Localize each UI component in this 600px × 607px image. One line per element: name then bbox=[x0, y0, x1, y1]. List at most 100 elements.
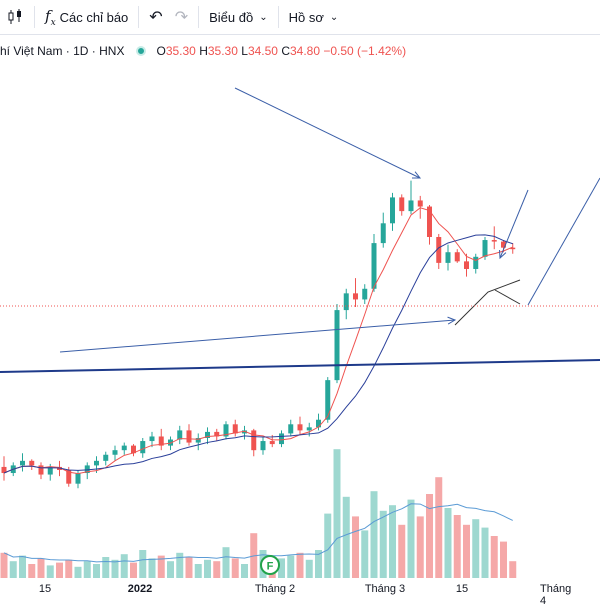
indicators-button[interactable]: fx Các chỉ báo bbox=[39, 0, 134, 34]
chart-type-button[interactable] bbox=[0, 0, 30, 34]
x-tick-label: Tháng 2 bbox=[254, 583, 296, 595]
volume-bar bbox=[398, 524, 406, 578]
candle-body bbox=[334, 310, 340, 381]
volume-bar bbox=[102, 557, 110, 578]
candle-body bbox=[353, 293, 358, 300]
event-marker[interactable]: F bbox=[260, 555, 280, 575]
redo-icon: ↷ bbox=[174, 9, 189, 26]
candle-body bbox=[84, 465, 90, 474]
toolbar-divider bbox=[34, 6, 35, 28]
volume-bar bbox=[342, 496, 350, 578]
volume-bar bbox=[453, 515, 461, 578]
volume-bar bbox=[93, 564, 100, 578]
arrow-head bbox=[411, 171, 422, 179]
x-tick-label: Tháng 4 bbox=[540, 583, 572, 607]
indicators-label: Các chỉ báo bbox=[59, 9, 129, 25]
candle-body bbox=[103, 454, 109, 461]
volume-bar bbox=[296, 552, 304, 578]
volume-bar bbox=[28, 564, 36, 578]
candle-body bbox=[20, 460, 25, 466]
x-tick-label: 15 bbox=[38, 583, 52, 595]
candle-body bbox=[473, 256, 479, 269]
candle-body bbox=[177, 430, 183, 440]
candle-body bbox=[371, 243, 377, 289]
time-axis[interactable]: 15 2022 Tháng 2 Tháng 3 15 Tháng 4 bbox=[0, 578, 600, 607]
chevron-down-icon: ⌄ bbox=[329, 11, 339, 23]
change-value: −0.50 (−1.42%) bbox=[323, 44, 407, 58]
candle-body bbox=[149, 436, 155, 442]
candle-body bbox=[482, 240, 488, 257]
candle-body bbox=[251, 430, 257, 451]
trend-arrow bbox=[59, 319, 456, 353]
symbol-title[interactable]: hí Việt Nam · 1D · HNX bbox=[0, 44, 125, 58]
volume-bar bbox=[213, 561, 221, 578]
redo-button[interactable]: ↷ bbox=[169, 0, 194, 34]
candle-body bbox=[66, 469, 72, 484]
volume-bar bbox=[426, 494, 433, 578]
candle-body bbox=[464, 261, 469, 269]
volume-bar bbox=[278, 558, 285, 578]
candles bbox=[1, 180, 516, 489]
undo-button[interactable]: ↶ bbox=[143, 0, 168, 34]
moving-averages bbox=[3, 207, 513, 475]
low-value: 34.50 bbox=[247, 44, 278, 58]
chevron-down-icon: ⌄ bbox=[259, 11, 268, 23]
volume-bar bbox=[500, 541, 507, 578]
candle-body bbox=[501, 241, 506, 248]
layout-label: Biểu đồ bbox=[209, 9, 254, 25]
candle-body bbox=[510, 247, 516, 250]
candle-body bbox=[158, 436, 164, 446]
close-key: C bbox=[281, 44, 290, 58]
candle-body bbox=[306, 427, 312, 431]
candle-body bbox=[260, 441, 266, 451]
volume-bar bbox=[379, 510, 387, 578]
x-tick-label: Tháng 3 bbox=[364, 583, 406, 595]
toolbar-divider bbox=[277, 6, 279, 28]
open-value: 35.30 bbox=[165, 44, 196, 58]
candle-body bbox=[279, 433, 284, 445]
trend-arrow bbox=[499, 189, 529, 259]
candle-body bbox=[186, 430, 192, 443]
ma-slow-line bbox=[3, 234, 513, 474]
volume-ma bbox=[3, 503, 513, 563]
candle-body bbox=[399, 197, 405, 212]
candle-body bbox=[140, 441, 146, 454]
candle-body bbox=[47, 466, 53, 475]
candle-body bbox=[131, 445, 136, 454]
arrow-head bbox=[447, 316, 457, 325]
low-key: L bbox=[241, 44, 248, 58]
trend-arrow bbox=[234, 87, 421, 179]
close-value: 34.80 bbox=[289, 44, 321, 58]
function-icon: fx bbox=[45, 6, 56, 28]
candle-body bbox=[269, 441, 275, 445]
volume-bar bbox=[241, 564, 248, 578]
x-tick-label: 2022 bbox=[127, 583, 153, 595]
candle-body bbox=[223, 424, 229, 437]
candle-body bbox=[491, 240, 497, 242]
volume-bar bbox=[194, 564, 202, 578]
candle-body bbox=[408, 200, 414, 212]
candle-body bbox=[121, 445, 127, 451]
x-tick-label: 15 bbox=[455, 583, 469, 595]
candle-body bbox=[195, 438, 201, 443]
volume-bar bbox=[481, 527, 489, 578]
volume-bar bbox=[167, 561, 174, 578]
ma-fast-line bbox=[3, 207, 513, 475]
candle-body bbox=[445, 252, 451, 263]
candle-body bbox=[1, 466, 7, 474]
high-key: H bbox=[199, 44, 208, 58]
volume-bar bbox=[9, 561, 17, 578]
candle-body bbox=[112, 450, 118, 455]
horizontal-trendline bbox=[0, 359, 600, 373]
profile-menu-button[interactable]: Hồ sơ ⌄ bbox=[283, 0, 345, 34]
layout-menu-button[interactable]: Biểu đồ ⌄ bbox=[203, 0, 273, 34]
volume-bar bbox=[509, 561, 517, 578]
volume-bar bbox=[435, 477, 443, 578]
candle-body bbox=[427, 206, 432, 237]
profile-label: Hồ sơ bbox=[288, 9, 324, 25]
toolbar-divider bbox=[198, 6, 200, 28]
candle-body bbox=[242, 430, 247, 434]
candle-body bbox=[288, 424, 294, 434]
candle-body bbox=[205, 431, 210, 438]
